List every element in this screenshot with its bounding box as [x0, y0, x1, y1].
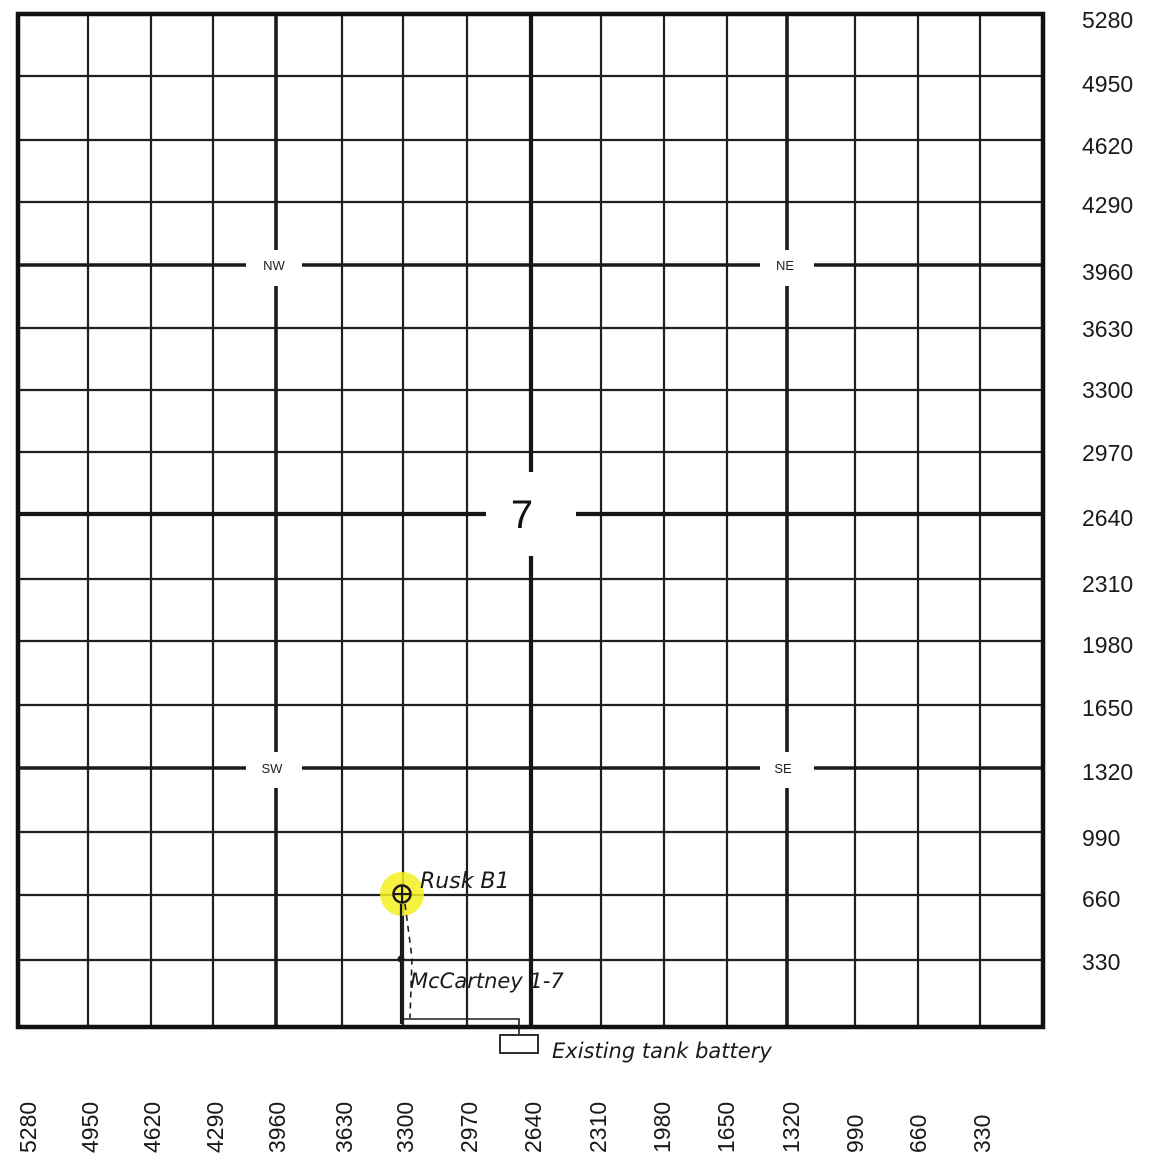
bottom-scale: 5280 4950 4620 4290 3960 3630 3300 2970 2640 2310… — [15, 1102, 995, 1153]
bottom-scale-label: 330 — [969, 1115, 995, 1153]
right-scale: 5280 4950 4620 4290 3960 3630 3300 2970 2640 2310… — [1082, 7, 1133, 975]
quarter-label-nw: NW — [263, 258, 285, 273]
section-number: 7 — [511, 493, 533, 537]
right-scale-label: 1650 — [1082, 695, 1133, 721]
right-scale-label: 5280 — [1082, 7, 1133, 33]
bottom-scale-label: 4290 — [202, 1102, 228, 1153]
bottom-scale-label: 5280 — [15, 1102, 41, 1153]
right-scale-label: 3630 — [1082, 316, 1133, 342]
quarter-label-se: SE — [774, 761, 792, 776]
section-boundary — [15, 11, 1046, 1030]
right-scale-label: 2640 — [1082, 505, 1133, 531]
well-label: Rusk B1 — [420, 869, 510, 894]
right-scale-label: 330 — [1082, 949, 1120, 975]
bottom-scale-label: 3300 — [392, 1102, 418, 1153]
bottom-scale-label: 3630 — [331, 1102, 357, 1153]
right-scale-label: 2970 — [1082, 440, 1133, 466]
bottom-scale-label: 2310 — [585, 1102, 611, 1153]
right-scale-label: 4620 — [1082, 133, 1133, 159]
tank-battery-label: Existing tank battery — [552, 1039, 772, 1063]
quarter-label-sw: SW — [262, 761, 284, 776]
bottom-scale-label: 2970 — [456, 1102, 482, 1153]
bottom-scale-label: 3960 — [264, 1102, 290, 1153]
quarter-lines — [18, 14, 1043, 1027]
right-scale-label: 4290 — [1082, 192, 1133, 218]
right-scale-label: 1980 — [1082, 632, 1133, 658]
right-scale-label: 2310 — [1082, 571, 1133, 597]
tank-battery-icon — [499, 1034, 539, 1054]
right-scale-label: 3960 — [1082, 259, 1133, 285]
bottom-scale-label: 4950 — [77, 1102, 103, 1153]
bottom-scale-label: 2640 — [520, 1102, 546, 1153]
right-scale-label: 4950 — [1082, 71, 1133, 97]
bottom-scale-label: 4620 — [139, 1102, 165, 1153]
tank-connection-line — [401, 1018, 520, 1034]
bottom-scale-label: 660 — [905, 1115, 931, 1153]
right-scale-label: 3300 — [1082, 377, 1133, 403]
quarter-quarter-lines — [18, 14, 1043, 1027]
well-annotations: Rusk B1 McCartney 1-7 Existing tank batt… — [380, 869, 772, 1063]
right-scale-label: 660 — [1082, 886, 1120, 912]
bottom-scale-label: 990 — [842, 1115, 868, 1153]
right-scale-label: 1320 — [1082, 759, 1133, 785]
existing-well-dot — [397, 955, 405, 963]
right-scale-label: 990 — [1082, 825, 1120, 851]
bottom-scale-label: 1980 — [649, 1102, 675, 1153]
bottom-scale-label: 1650 — [713, 1102, 739, 1153]
existing-well-label: McCartney 1-7 — [410, 969, 564, 993]
quarter-label-ne: NE — [776, 258, 794, 273]
bottom-scale-label: 1320 — [778, 1102, 804, 1153]
